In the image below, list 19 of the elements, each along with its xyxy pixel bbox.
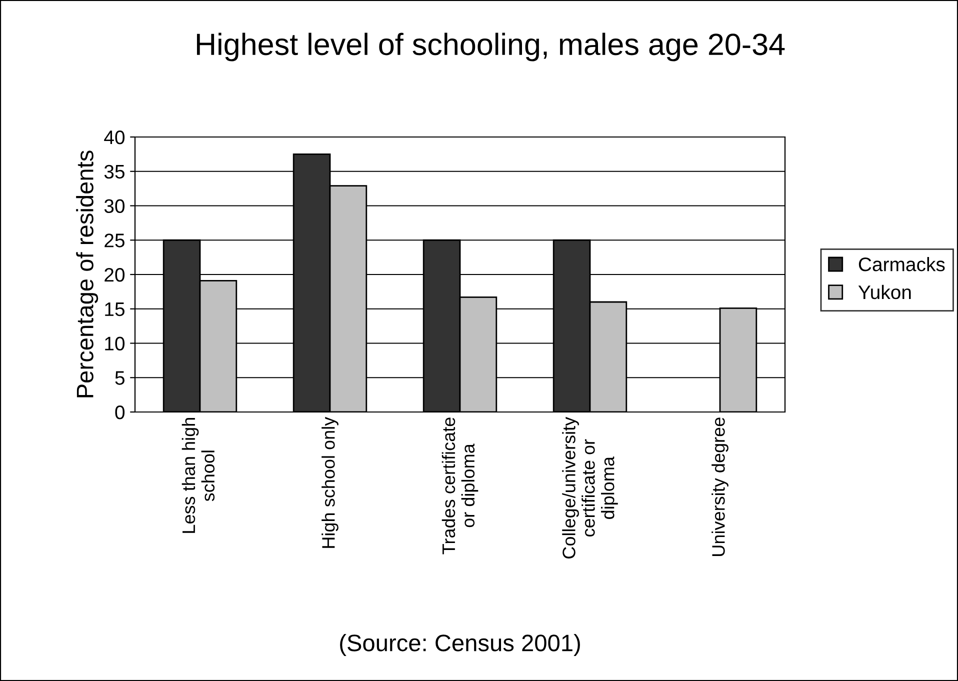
y-tick-label: 15 xyxy=(105,302,124,316)
chart-title: Highest level of schooling, males age 20-34 xyxy=(196,32,785,62)
text: (Source: Census 2001) xyxy=(340,634,580,656)
y-axis-title: Percentage of residents xyxy=(76,150,98,398)
x-tick-label: Less than high school xyxy=(182,418,215,533)
x-tick-label: High school only xyxy=(322,416,338,548)
y-tick-label: 35 xyxy=(104,164,124,179)
y-tick-label: 5 xyxy=(115,371,124,385)
y-tick-label: 30 xyxy=(104,199,125,213)
y-tick-label: 0 xyxy=(115,405,125,420)
y-tick-label: 20 xyxy=(104,268,125,282)
x-tick-label: University degree xyxy=(712,418,728,556)
x-tick-label: Trades certificate or diploma xyxy=(442,418,478,554)
x-tick-label: College/university certificate or diploma xyxy=(562,416,618,558)
y-tick-label: 40 xyxy=(104,130,125,144)
legend-label: Yukon xyxy=(858,284,911,300)
y-tick-label: 10 xyxy=(105,336,125,350)
y-tick-label: 25 xyxy=(104,234,124,248)
legend-label: Carmacks xyxy=(858,257,945,272)
